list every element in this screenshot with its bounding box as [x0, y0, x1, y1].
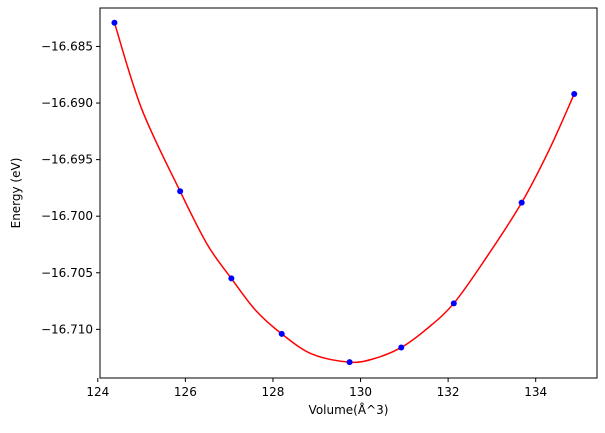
data-point [450, 300, 457, 307]
x-tick-label: 130 [349, 385, 372, 399]
y-tick-label: −16.710 [41, 322, 93, 336]
data-point [346, 359, 353, 366]
data-point [398, 344, 405, 351]
x-axis-label: Volume(Å^3) [309, 402, 389, 417]
axes-frame [99, 7, 598, 379]
x-tick-label: 132 [437, 385, 460, 399]
y-axis-ticks: −16.685 −16.690 −16.695 −16.700 −16.705 −16.7… [41, 39, 100, 336]
y-tick-label: −16.695 [41, 153, 93, 167]
y-tick-label: −16.705 [41, 266, 93, 280]
y-tick-label: −16.700 [41, 209, 93, 223]
x-tick-label: 134 [524, 385, 547, 399]
y-tick-label: −16.685 [41, 39, 93, 53]
x-tick-label: 124 [86, 385, 109, 399]
data-point [177, 188, 184, 195]
data-point [278, 330, 285, 337]
y-axis-label: Energy (eV) [9, 158, 23, 229]
x-tick-label: 126 [174, 385, 197, 399]
x-tick-label: 128 [262, 385, 285, 399]
x-axis-ticks: 124 126 128 130 132 134 [86, 378, 547, 399]
data-point [571, 90, 578, 97]
fit-curve [113, 22, 575, 364]
data-point [518, 199, 525, 206]
plot-area [111, 19, 578, 366]
y-tick-label: −16.690 [41, 96, 93, 110]
data-point [228, 275, 235, 282]
data-point [111, 19, 118, 26]
